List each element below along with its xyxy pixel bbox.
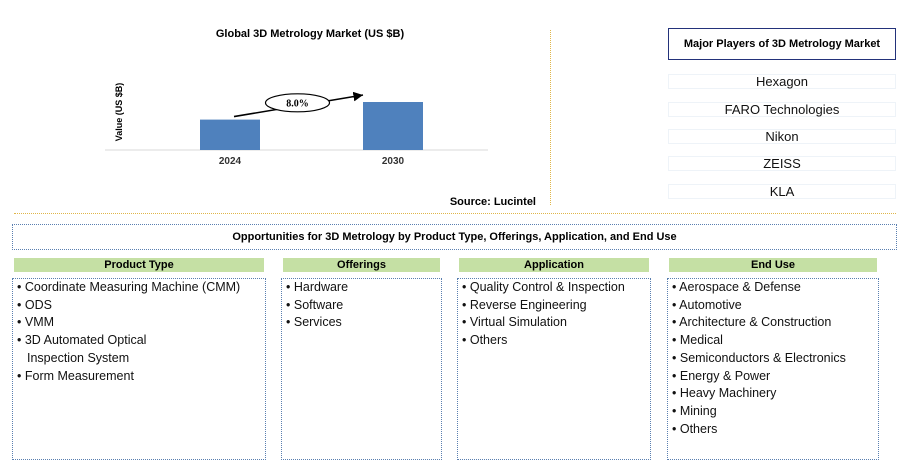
list-item: Aerospace & Defense — [672, 279, 874, 297]
list-item: Form Measurement — [17, 368, 261, 386]
list-item: Hardware — [286, 279, 437, 297]
list-item: ODS — [17, 297, 261, 315]
category-header-offerings: Offerings — [283, 258, 440, 272]
list-item: Mining — [672, 403, 874, 421]
offerings-list: Hardware Software Services — [286, 279, 437, 332]
player-zeiss: ZEISS — [668, 156, 896, 171]
category-box-application: Quality Control & Inspection Reverse Eng… — [457, 278, 651, 460]
y-axis-label: Value (US $B) — [114, 83, 124, 142]
bar-chart: Value (US $B) 2024 2030 8.0% — [105, 83, 488, 167]
players-title: Major Players of 3D Metrology Market — [668, 28, 896, 60]
list-item: Others — [672, 421, 874, 439]
list-item: Services — [286, 314, 437, 332]
category-box-product-type: Coordinate Measuring Machine (CMM) ODS V… — [12, 278, 266, 460]
category-box-offerings: Hardware Software Services — [281, 278, 442, 460]
opportunities-title: Opportunities for 3D Metrology by Produc… — [12, 224, 897, 250]
list-item: Quality Control & Inspection — [462, 279, 646, 297]
cagr-ellipse — [264, 93, 331, 113]
bar-2024 — [200, 119, 260, 150]
x-tick-label-2030: 2030 — [382, 156, 405, 167]
vertical-divider — [550, 30, 551, 205]
list-item: VMM — [17, 314, 261, 332]
player-nikon: Nikon — [668, 129, 896, 144]
list-item: Others — [462, 332, 646, 350]
source-label: Source: Lucintel — [449, 196, 536, 208]
horizontal-divider — [14, 213, 896, 214]
list-item: Energy & Power — [672, 368, 874, 386]
category-box-end-use: Aerospace & Defense Automotive Architect… — [667, 278, 879, 460]
list-item: Reverse Engineering — [462, 297, 646, 315]
list-item: Semiconductors & Electronics — [672, 350, 874, 368]
category-header-application: Application — [459, 258, 649, 272]
player-kla: KLA — [668, 184, 896, 199]
list-item: Medical — [672, 332, 874, 350]
end-use-list: Aerospace & Defense Automotive Architect… — [672, 279, 874, 438]
player-faro: FARO Technologies — [668, 102, 896, 117]
list-item: 3D Automated Optical Inspection System — [17, 332, 187, 367]
cagr-label: 8.0% — [286, 98, 309, 109]
list-item: Architecture & Construction — [672, 314, 874, 332]
product-type-list: Coordinate Measuring Machine (CMM) ODS V… — [17, 279, 261, 385]
list-item: Software — [286, 297, 437, 315]
x-tick-label-2024: 2024 — [219, 156, 242, 167]
player-hexagon: Hexagon — [668, 74, 896, 89]
list-item: Virtual Simulation — [462, 314, 646, 332]
application-list: Quality Control & Inspection Reverse Eng… — [462, 279, 646, 350]
category-header-product-type: Product Type — [14, 258, 264, 272]
category-header-end-use: End Use — [669, 258, 877, 272]
chart-title: Global 3D Metrology Market (US $B) — [215, 28, 405, 40]
list-item: Coordinate Measuring Machine (CMM) — [17, 279, 261, 297]
list-item: Automotive — [672, 297, 874, 315]
bar-2030 — [363, 102, 423, 150]
list-item: Heavy Machinery — [672, 385, 874, 403]
